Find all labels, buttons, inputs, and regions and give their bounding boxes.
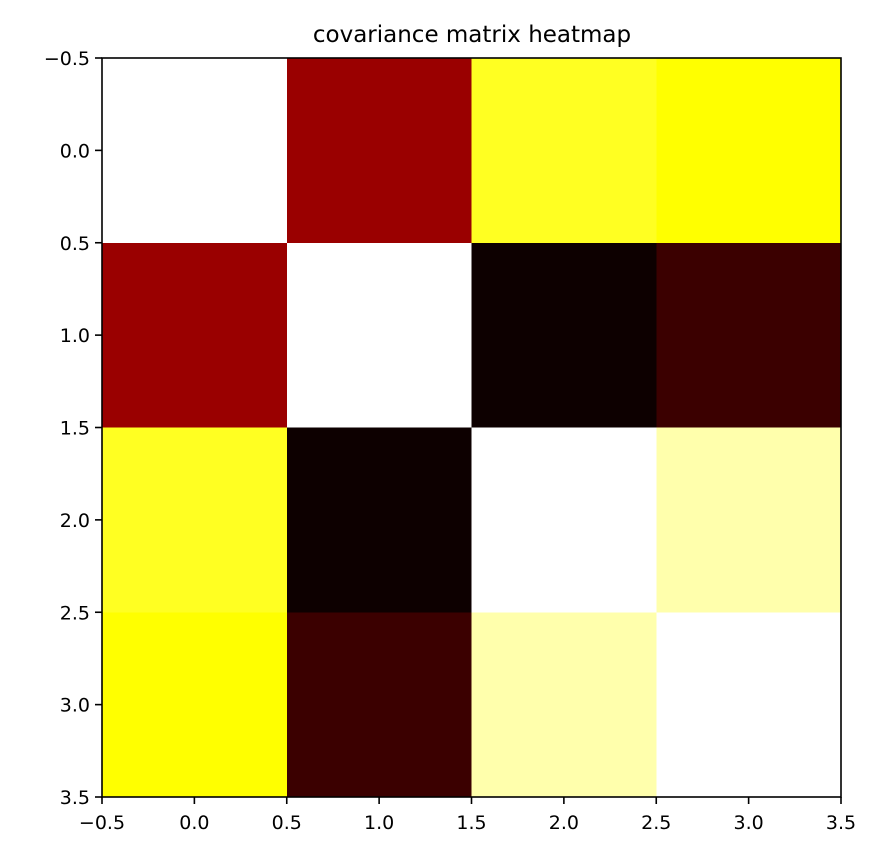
heatmap-cell-1-1 xyxy=(286,242,472,428)
x-tick-label: 2.0 xyxy=(549,812,579,834)
heatmap-cell-3-3 xyxy=(656,612,841,797)
heatmap-cell-0-0 xyxy=(102,58,287,243)
x-tick-label: 1.5 xyxy=(456,812,486,834)
heatmap-cell-3-1 xyxy=(286,612,472,797)
y-tick-label: 0.5 xyxy=(60,233,90,255)
chart-title: covariance matrix heatmap xyxy=(313,22,631,48)
heatmap-cells xyxy=(102,58,841,797)
x-tick-label: 3.5 xyxy=(826,812,856,834)
y-tick-label: 2.5 xyxy=(60,602,90,624)
y-axis-ticks: −0.5 0.0 0.5 1.0 1.5 2.0 2.5 3.0 3.5 xyxy=(44,48,102,809)
heatmap-cell-2-3 xyxy=(656,427,841,613)
heatmap-cell-0-3 xyxy=(656,58,841,243)
y-tick-label: 1.5 xyxy=(60,418,90,440)
heatmap-cell-3-2 xyxy=(471,612,657,797)
x-tick-label: 2.5 xyxy=(641,812,671,834)
y-tick-label: 3.0 xyxy=(60,695,90,717)
heatmap-cell-2-0 xyxy=(102,427,287,613)
y-tick-label: 2.0 xyxy=(60,510,90,532)
y-tick-label: 0.0 xyxy=(60,140,90,162)
heatmap-cell-1-2 xyxy=(471,242,657,428)
y-tick-label: 3.5 xyxy=(60,787,90,809)
heatmap-cell-0-1 xyxy=(286,58,472,243)
x-tick-label: 0.5 xyxy=(272,812,302,834)
heatmap-cell-3-0 xyxy=(102,612,287,797)
y-tick-label: −0.5 xyxy=(44,48,90,70)
heatmap-cell-2-1 xyxy=(286,427,472,613)
heatmap-cell-0-2 xyxy=(471,58,657,243)
heatmap-cell-2-2 xyxy=(471,427,657,613)
x-tick-label: 0.0 xyxy=(179,812,209,834)
x-axis-ticks: −0.5 0.0 0.5 1.0 1.5 2.0 2.5 3.0 3.5 xyxy=(79,797,856,834)
x-tick-label: 3.0 xyxy=(734,812,764,834)
x-tick-label: 1.0 xyxy=(364,812,394,834)
heatmap-cell-1-0 xyxy=(102,242,287,428)
heatmap-cell-1-3 xyxy=(656,242,841,428)
y-tick-label: 1.0 xyxy=(60,325,90,347)
x-tick-label: −0.5 xyxy=(79,812,125,834)
